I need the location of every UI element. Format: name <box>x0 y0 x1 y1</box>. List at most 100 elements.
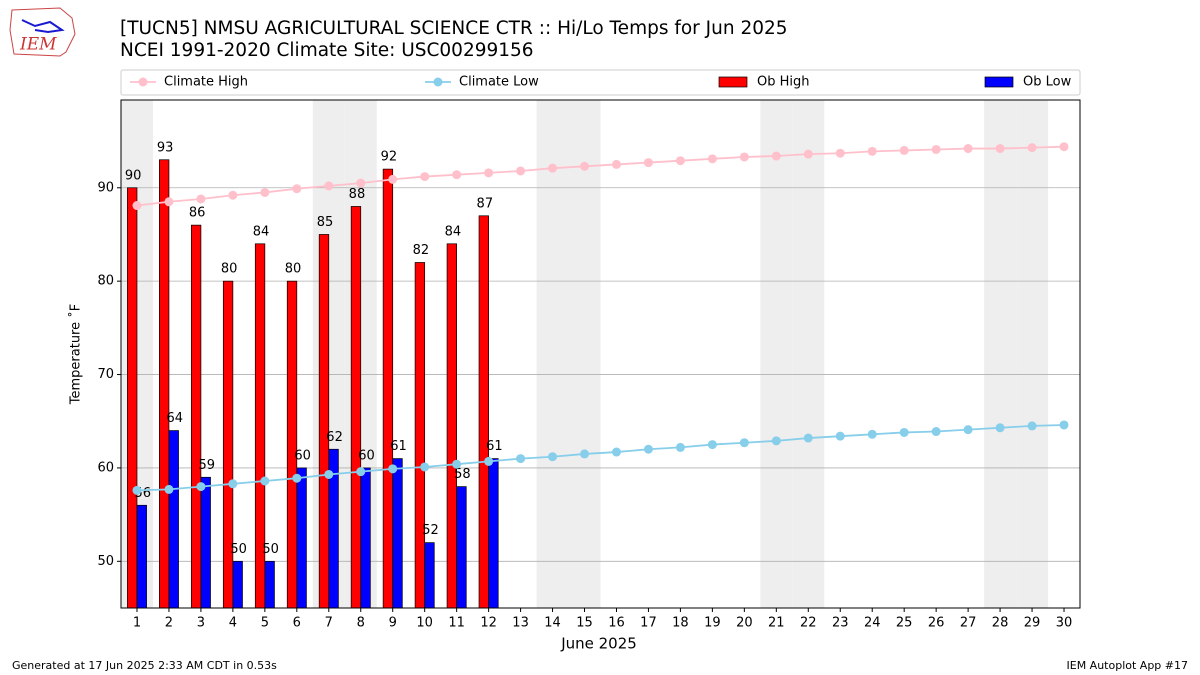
chart-title: [TUCN5] NMSU AGRICULTURAL SCIENCE CTR ::… <box>120 18 788 39</box>
line-point <box>867 146 877 156</box>
bar-value-label: 59 <box>198 458 215 473</box>
legend-label: Climate High <box>164 75 248 90</box>
bar-value-label: 86 <box>189 206 206 221</box>
line <box>136 424 1065 492</box>
line-point <box>771 151 781 161</box>
bar <box>382 168 394 609</box>
x-tick-label: 28 <box>992 616 1009 631</box>
line-point <box>548 452 558 462</box>
y-tick-label: 80 <box>97 274 114 289</box>
line-point <box>739 438 749 448</box>
line-point <box>931 427 941 437</box>
bar-value-label: 85 <box>317 215 334 230</box>
line-point <box>771 436 781 446</box>
legend-marker <box>138 77 148 87</box>
line-point <box>995 423 1005 433</box>
logo-text: IEM <box>19 35 57 55</box>
line-point <box>388 464 398 474</box>
bar-value-label: 60 <box>294 448 311 463</box>
bar-value-label: 92 <box>381 150 398 165</box>
line-point <box>835 431 845 441</box>
line-point <box>835 148 845 158</box>
x-tick-label: 7 <box>325 616 333 631</box>
bar <box>222 280 234 609</box>
x-tick-label: 26 <box>928 616 945 631</box>
weekend-shade <box>984 100 1017 608</box>
line-point <box>611 447 621 457</box>
line-point <box>292 473 302 483</box>
x-tick-label: 11 <box>448 616 465 631</box>
bar-value-label: 58 <box>454 467 471 482</box>
line-point <box>580 161 590 171</box>
line-point <box>516 166 526 176</box>
legend-label: Ob Low <box>1023 75 1072 90</box>
line-point <box>931 144 941 154</box>
line-point <box>228 190 238 200</box>
line-point <box>580 449 590 459</box>
legend-label: Climate Low <box>459 75 539 90</box>
x-tick-label: 27 <box>960 616 977 631</box>
x-tick-label: 20 <box>736 616 753 631</box>
x-tick-label: 12 <box>480 616 497 631</box>
legend-label: Ob High <box>757 75 810 90</box>
x-tick-label: 22 <box>800 616 817 631</box>
line-point <box>292 184 302 194</box>
line <box>136 145 1065 207</box>
line-point <box>675 156 685 166</box>
bar-value-label: 80 <box>221 262 238 277</box>
line-point <box>1059 420 1069 430</box>
bar <box>190 224 202 609</box>
y-axis-label: Temperature ˚F <box>68 304 84 405</box>
bar <box>296 467 307 609</box>
weekend-shade <box>536 100 569 608</box>
bar <box>286 280 298 609</box>
line-point <box>356 467 366 477</box>
line-point <box>1059 142 1069 152</box>
line-point <box>452 170 462 180</box>
x-tick-label: 5 <box>261 616 269 631</box>
weekend-shade <box>792 100 825 608</box>
line-point <box>643 444 653 454</box>
line-point <box>164 484 174 494</box>
x-tick-label: 10 <box>416 616 433 631</box>
line-point <box>452 459 462 469</box>
x-tick-label: 2 <box>165 616 173 631</box>
line-point <box>995 144 1005 154</box>
line-point <box>803 433 813 443</box>
line-point <box>739 152 749 162</box>
bar <box>446 243 457 609</box>
x-tick-label: 21 <box>768 616 785 631</box>
footer-left: Generated at 17 Jun 2025 2:33 AM CDT in … <box>12 659 277 672</box>
weekend-shade <box>760 100 793 608</box>
line-point <box>260 476 270 486</box>
x-tick-label: 14 <box>544 616 561 631</box>
chart-subtitle: NCEI 1991-2020 Climate Site: USC00299156 <box>120 40 534 61</box>
x-tick-label: 6 <box>293 616 301 631</box>
bar-value-label: 87 <box>477 196 494 211</box>
x-axis-label: June 2025 <box>560 635 637 653</box>
x-tick-label: 1 <box>133 616 141 631</box>
bar <box>136 504 147 609</box>
bar <box>200 476 211 609</box>
line-point <box>164 197 174 207</box>
bar <box>127 187 138 609</box>
line-point <box>484 168 494 178</box>
x-tick-label: 19 <box>704 616 721 631</box>
line-point <box>356 178 366 188</box>
bar <box>264 560 275 609</box>
line-point <box>548 163 558 173</box>
line-point <box>963 425 973 435</box>
bar <box>488 458 499 609</box>
bar-value-label: 61 <box>390 439 407 454</box>
bar-value-label: 52 <box>422 523 439 538</box>
line-point <box>1027 143 1037 153</box>
line-point <box>611 159 621 169</box>
line-point <box>196 194 206 204</box>
x-tick-label: 18 <box>672 616 689 631</box>
line-point <box>324 181 334 191</box>
bar <box>232 560 243 609</box>
x-tick-label: 8 <box>357 616 365 631</box>
x-tick-label: 15 <box>576 616 593 631</box>
x-tick-label: 16 <box>608 616 625 631</box>
